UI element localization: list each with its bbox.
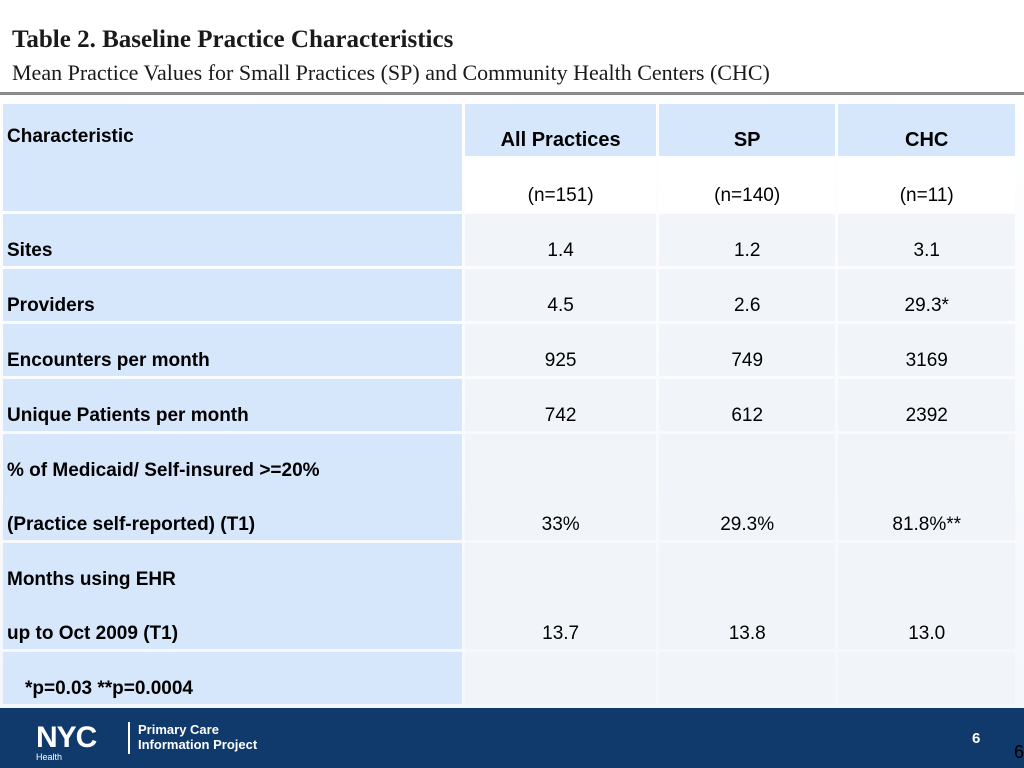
logo-subtext: Health — [36, 752, 63, 762]
n-sp: (n=140) — [658, 159, 836, 211]
row-value: 925 — [465, 324, 656, 376]
footer-bar: NYC Health Primary Care Information Proj… — [0, 708, 1024, 768]
characteristics-table: Characteristic All Practices SP CHC (n=1… — [0, 101, 1018, 707]
footnote-row: *p=0.03 **p=0.0004 — [3, 652, 1015, 704]
table-row: Unique Patients per month 742 612 2392 — [3, 379, 1015, 431]
row-label-line2: (Practice self-reported) (T1) — [7, 514, 256, 535]
row-value: 13.0 — [838, 543, 1015, 649]
empty-cell — [838, 652, 1015, 704]
table-row: Encounters per month 925 749 3169 — [3, 324, 1015, 376]
header-characteristic-label: Characteristic — [7, 126, 134, 147]
slide-subtitle: Mean Practice Values for Small Practices… — [12, 60, 770, 85]
row-value: 33% — [465, 434, 656, 540]
row-value: 29.3* — [838, 269, 1015, 321]
row-value: 3169 — [838, 324, 1015, 376]
row-label: Providers — [3, 269, 463, 321]
row-value: 13.7 — [465, 543, 656, 649]
header-chc: CHC — [838, 104, 1015, 156]
row-value: 2.6 — [658, 269, 836, 321]
row-value: 612 — [658, 379, 836, 431]
row-value: 13.8 — [658, 543, 836, 649]
row-label: Encounters per month — [3, 324, 463, 376]
table-row: Months using EHR up to Oct 2009 (T1) 13.… — [3, 543, 1015, 649]
header-all-practices: All Practices — [465, 104, 656, 156]
header-sp: SP — [658, 104, 836, 156]
row-value: 742 — [465, 379, 656, 431]
row-value: 29.3% — [658, 434, 836, 540]
footer-page-number: 6 — [972, 730, 981, 747]
page-number: 6 — [1014, 742, 1024, 762]
table-row: Sites 1.4 1.2 3.1 — [3, 214, 1015, 266]
row-value: 1.4 — [465, 214, 656, 266]
table-row: Providers 4.5 2.6 29.3* — [3, 269, 1015, 321]
n-all-practices: (n=151) — [465, 159, 656, 211]
row-label: Months using EHR up to Oct 2009 (T1) — [3, 543, 463, 649]
row-value: 2392 — [838, 379, 1015, 431]
org-name: Primary Care Information Project — [138, 722, 257, 752]
footnote: *p=0.03 **p=0.0004 — [3, 652, 463, 704]
row-label-line1: % of Medicaid/ Self-insured >=20% — [7, 460, 320, 481]
row-value: 749 — [658, 324, 836, 376]
row-value: 81.8%** — [838, 434, 1015, 540]
row-label: % of Medicaid/ Self-insured >=20% (Pract… — [3, 434, 463, 540]
org-name-line2: Information Project — [138, 737, 258, 752]
slide-title: Table 2. Baseline Practice Characteristi… — [12, 26, 454, 53]
row-label-line2: up to Oct 2009 (T1) — [7, 623, 179, 644]
org-name-line1: Primary Care — [138, 722, 219, 737]
row-value: 1.2 — [658, 214, 836, 266]
n-chc: (n=11) — [838, 159, 1015, 211]
table-row: % of Medicaid/ Self-insured >=20% (Pract… — [3, 434, 1015, 540]
empty-cell — [658, 652, 836, 704]
row-label: Unique Patients per month — [3, 379, 463, 431]
row-label-line1: Months using EHR — [7, 569, 176, 590]
row-value: 4.5 — [465, 269, 656, 321]
footer-divider — [128, 722, 130, 754]
title-divider — [0, 92, 1024, 95]
nyc-health-logo: NYC — [36, 721, 97, 754]
row-label: Sites — [3, 214, 463, 266]
header-characteristic: Characteristic — [3, 104, 463, 211]
row-value: 3.1 — [838, 214, 1015, 266]
empty-cell — [465, 652, 656, 704]
